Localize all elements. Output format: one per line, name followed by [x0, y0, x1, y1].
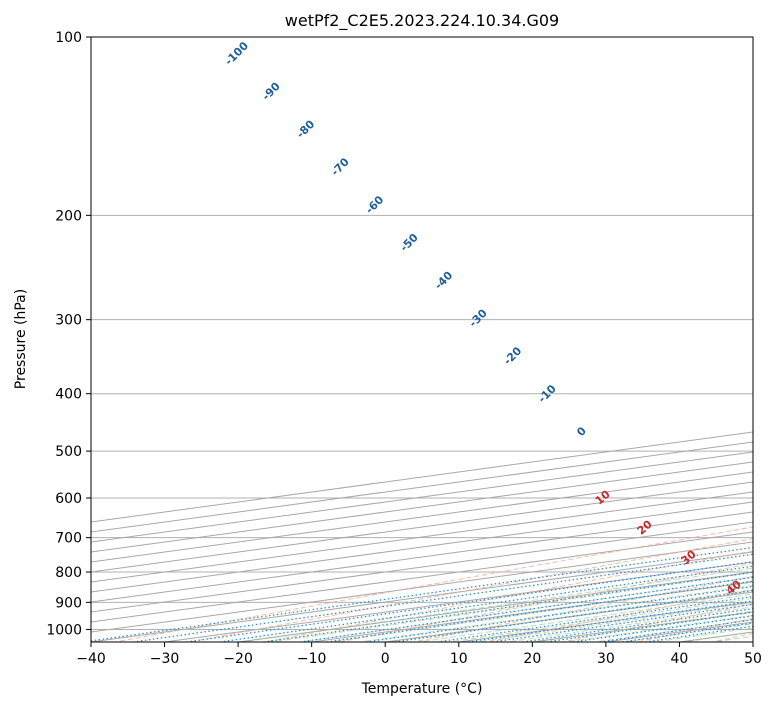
moist-adiabat-line: [507, 606, 753, 642]
y-axis-label: Pressure (hPa): [13, 289, 29, 389]
x-axis-label: Temperature (°C): [361, 681, 483, 697]
y-tick-label: 800: [55, 565, 82, 581]
isotherm-line: [91, 491, 753, 583]
isotherm-line: [385, 591, 753, 642]
moist-adiabat-line: [536, 610, 753, 642]
dry-adiabat-line: [562, 603, 753, 642]
isotherm-line: [91, 541, 753, 633]
mixing-ratio-line: [394, 589, 753, 642]
isotherm-line: [91, 551, 753, 642]
isotherm-line: [91, 461, 753, 553]
isotherm-line: [91, 521, 753, 613]
dry-adiabat-label: -20: [501, 344, 524, 367]
mixing-ratio-line: [492, 603, 753, 642]
isotherm-line: [311, 581, 753, 642]
dry-adiabat-label: -90: [260, 80, 283, 103]
y-tick-label: 1000: [46, 622, 82, 638]
mixing-ratio-line: [436, 595, 753, 642]
y-tick-label: 100: [55, 30, 82, 46]
dry-adiabat-label: -30: [467, 306, 490, 329]
y-tick-label: 300: [55, 313, 82, 329]
chart-title: wetPf2_C2E5.2023.224.10.34.G09: [285, 11, 559, 31]
moist-adiabat-line: [477, 602, 753, 642]
dry-adiabat-line: [338, 562, 753, 642]
moist-adiabat-line: [418, 593, 753, 642]
dry-adiabat-label: -60: [363, 193, 386, 216]
dry-adiabat-label: -80: [294, 117, 317, 140]
x-tick-label: −30: [150, 651, 180, 667]
dry-adiabat-line: [711, 632, 753, 642]
y-tick-label: 600: [55, 491, 82, 507]
isotherm-line: [91, 501, 753, 593]
moist-adiabat-line: [242, 567, 753, 642]
y-tick-label: 500: [55, 444, 82, 460]
plot-area: [91, 37, 753, 642]
moist-adiabat-line: [271, 571, 753, 642]
isotherm-line: [91, 531, 753, 623]
x-tick-label: −10: [297, 651, 327, 667]
x-tick-label: 40: [671, 651, 689, 667]
y-tick-label: 700: [55, 531, 82, 547]
isotherm-line: [752, 641, 753, 642]
dry-adiabat-label: -40: [432, 269, 455, 292]
moist-adiabat-label: 30: [679, 547, 699, 567]
isotherm-line: [91, 471, 753, 563]
mixing-ratio-line: [467, 600, 753, 642]
dry-adiabat-label: -70: [329, 155, 352, 178]
moist-adiabat-line: [713, 635, 753, 642]
isotherm-line: [91, 511, 753, 603]
mixing-ratio-line: [186, 561, 753, 642]
dry-adiabat-line: [264, 550, 753, 642]
x-tick-label: −40: [76, 651, 106, 667]
moist-adiabat-line: [330, 580, 753, 642]
mixing-ratio-line: [91, 546, 753, 642]
x-tick-label: −20: [223, 651, 253, 667]
plot-frame: [90, 36, 754, 643]
x-tick-label: 50: [744, 651, 762, 667]
y-tick-label: 900: [55, 595, 82, 611]
x-tick-label: 0: [381, 651, 390, 667]
isotherm-line: [532, 611, 753, 642]
y-tick-label: 400: [55, 387, 82, 403]
mixing-ratio-line: [546, 611, 753, 642]
dry-adiabat-line: [487, 589, 753, 642]
moist-adiabat-line: [565, 614, 753, 642]
dry-adiabat-line: [637, 617, 753, 642]
isotherm-line: [91, 451, 753, 543]
dry-adiabat-label: -10: [536, 382, 559, 405]
x-tick-label: 20: [523, 651, 541, 667]
moist-adiabat-label: 20: [635, 517, 655, 537]
annotation-layer: -100-90-80-70-60-50-40-30-20-1000.10.20.…: [222, 39, 744, 597]
dry-adiabat-label: -100: [222, 39, 251, 68]
isotherm-line: [91, 481, 753, 573]
dry-adiabat-line: [115, 526, 753, 642]
x-tick-label: 30: [597, 651, 615, 667]
moist-adiabat-line: [654, 627, 753, 642]
isotherm-line: [679, 631, 753, 642]
moist-adiabat-line: [359, 584, 753, 642]
moist-adiabat-label: 10: [593, 487, 613, 507]
y-tick-label: 200: [55, 208, 82, 224]
axes: −40 −30 −20 −10 0 10 20 30 40 5010020030040050060…: [46, 30, 762, 667]
dry-adiabat-label: -50: [398, 231, 421, 254]
x-tick-label: 10: [450, 651, 468, 667]
moist-adiabat-line: [389, 589, 753, 642]
dry-adiabat-label: 0: [574, 424, 589, 439]
